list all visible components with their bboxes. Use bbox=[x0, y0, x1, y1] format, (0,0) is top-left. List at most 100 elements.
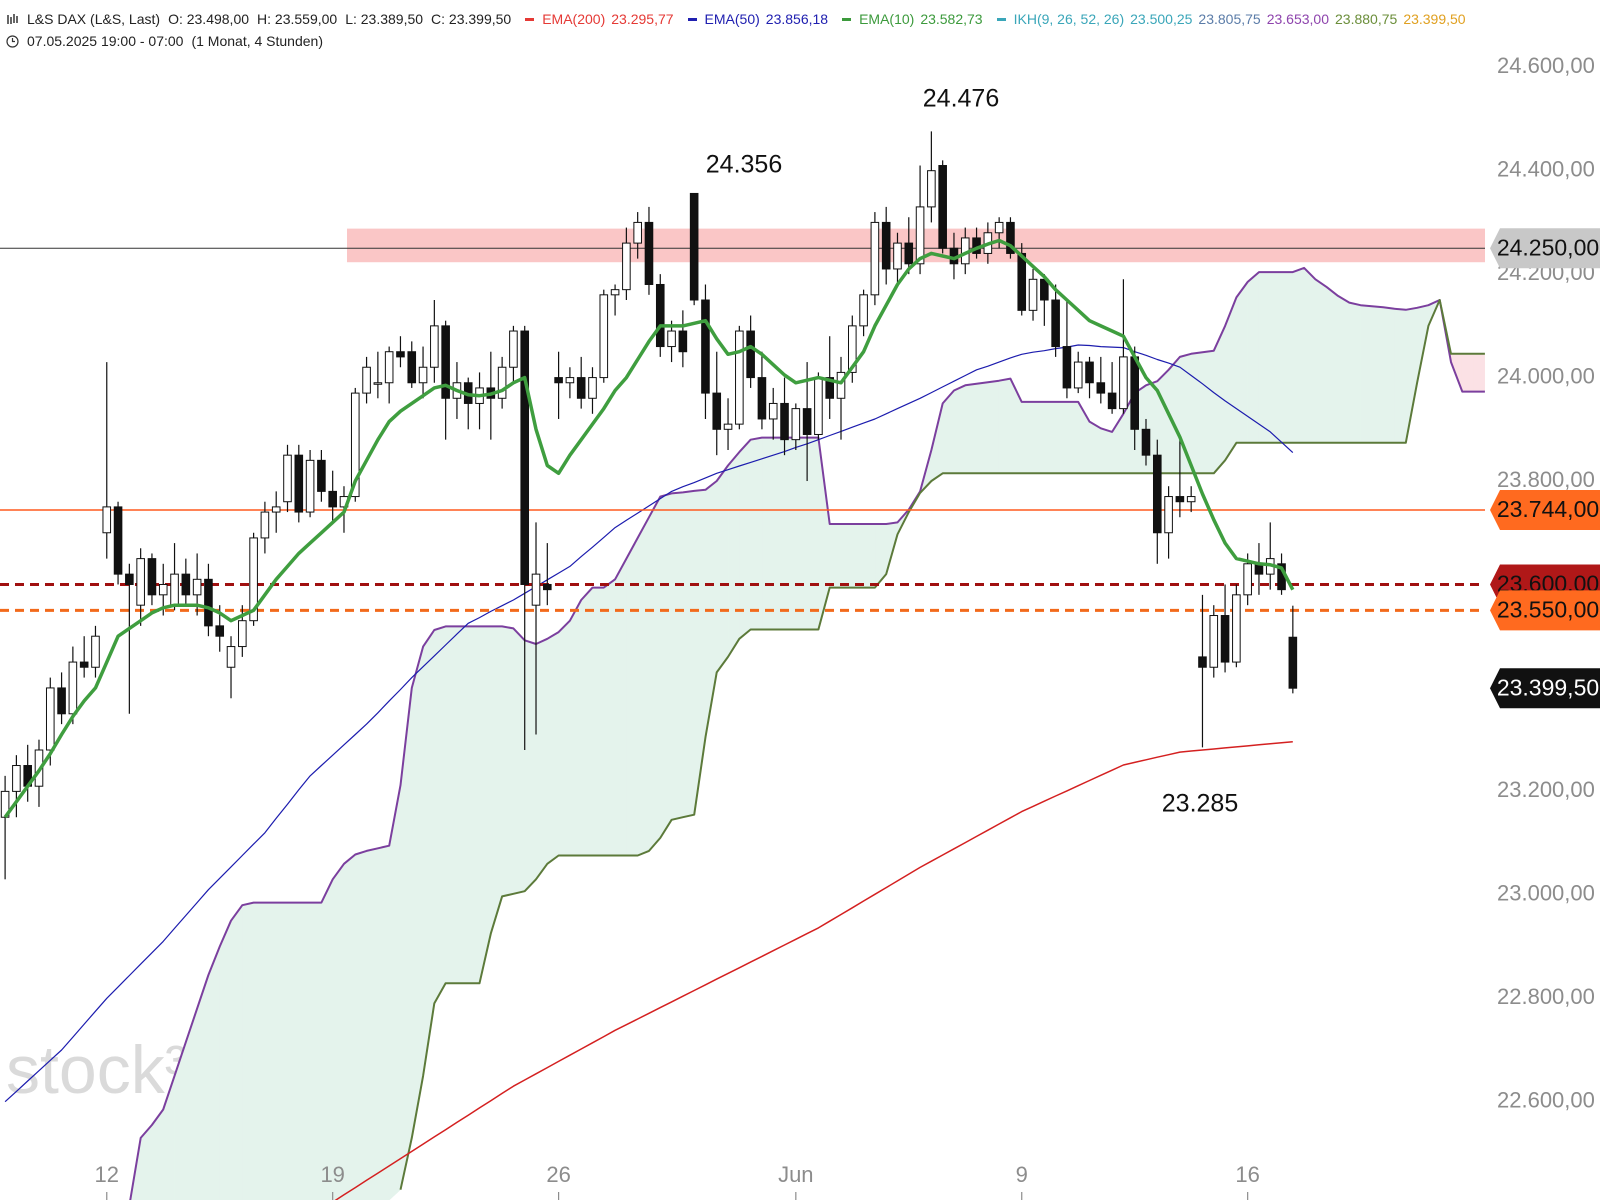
candle-body bbox=[170, 573, 179, 606]
legend-item: EMA(10) 23.582,73 bbox=[842, 8, 983, 30]
candle-body bbox=[12, 765, 21, 792]
candle-body bbox=[994, 221, 1004, 234]
cloud-segment bbox=[230, 904, 243, 1200]
cloud-segment bbox=[637, 517, 650, 856]
candle-body bbox=[204, 578, 213, 627]
candle-body bbox=[622, 242, 631, 291]
candle-body bbox=[430, 325, 439, 368]
cloud-segment bbox=[840, 523, 853, 588]
cloud-segment bbox=[1236, 280, 1248, 444]
legend-item: EMA(200) 23.295,77 bbox=[525, 8, 674, 30]
candle-body bbox=[723, 423, 733, 430]
y-tick-label: 22.800,00 bbox=[1497, 984, 1595, 1009]
candle-body bbox=[271, 506, 281, 513]
candle-body bbox=[554, 377, 563, 384]
ohlc-label: H: 23.559,00 bbox=[257, 11, 338, 27]
candle-body bbox=[1096, 382, 1106, 394]
cloud-segment bbox=[264, 902, 277, 1200]
cloud-segment bbox=[659, 493, 672, 839]
cloud-segment bbox=[1258, 271, 1271, 444]
cloud-segment bbox=[693, 489, 706, 815]
cloud-segment bbox=[513, 627, 526, 895]
cloud-segment bbox=[671, 492, 684, 821]
candle-body bbox=[712, 392, 722, 430]
candle-body bbox=[599, 294, 609, 379]
candle-body bbox=[644, 221, 654, 285]
candle-body bbox=[848, 325, 857, 373]
cloud-segment bbox=[761, 437, 774, 630]
cloud-segment bbox=[242, 902, 254, 1200]
cloud-segment bbox=[1473, 353, 1485, 392]
cloud-segment bbox=[964, 383, 977, 474]
legend-value: 23.500,25 bbox=[1130, 11, 1193, 27]
candle-body bbox=[1164, 496, 1173, 534]
cloud-segment bbox=[648, 496, 661, 852]
cloud-segment bbox=[1405, 307, 1418, 443]
candle-body bbox=[746, 330, 755, 379]
cloud-segment bbox=[614, 558, 627, 856]
cloud-segment bbox=[1303, 267, 1316, 444]
legend-name: EMA(200) bbox=[542, 11, 606, 27]
cloud-segment bbox=[1281, 271, 1294, 444]
candle-body bbox=[283, 454, 292, 503]
candle-body bbox=[1209, 615, 1219, 668]
cloud-segment bbox=[1326, 286, 1339, 444]
annotation: 24.356 bbox=[706, 151, 782, 179]
candle-body bbox=[317, 459, 326, 492]
cloud-segment bbox=[998, 378, 1011, 474]
cloud-segment bbox=[501, 626, 514, 897]
candle-body bbox=[588, 377, 597, 399]
cloud-segment bbox=[467, 626, 480, 984]
level-box-label: 24.250,00 bbox=[1497, 234, 1599, 260]
cloud-segment bbox=[953, 384, 966, 474]
candle-body bbox=[633, 221, 642, 244]
y-tick-label: 23.200,00 bbox=[1497, 777, 1595, 802]
cloud-segment bbox=[1461, 353, 1474, 392]
candle-body bbox=[1130, 356, 1140, 430]
candle-body bbox=[373, 382, 383, 385]
ema-line bbox=[4, 344, 1294, 1103]
candle-body bbox=[384, 351, 394, 384]
cloud-segment bbox=[795, 437, 808, 630]
x-tick-label: Jun bbox=[778, 1162, 813, 1187]
candle-body bbox=[91, 635, 100, 668]
cloud-segment bbox=[772, 437, 785, 630]
candle-body bbox=[305, 459, 315, 513]
x-tick-label: 26 bbox=[546, 1162, 570, 1187]
candle-body bbox=[701, 299, 710, 394]
candle-body bbox=[1107, 392, 1117, 410]
cloud-segment bbox=[569, 599, 582, 856]
candle-body bbox=[836, 371, 846, 399]
candle-body bbox=[1152, 454, 1162, 534]
cloud-segment bbox=[1021, 401, 1034, 474]
candle-body bbox=[418, 366, 428, 384]
x-tick-label: 16 bbox=[1235, 1162, 1259, 1187]
candle-body bbox=[927, 170, 936, 208]
legend-name: EMA(10) bbox=[859, 11, 915, 27]
header: L&S DAX (L&S, Last) O: 23.498,00 H: 23.55… bbox=[6, 8, 1466, 52]
candle-body bbox=[192, 578, 202, 596]
cloud-segment bbox=[309, 902, 322, 1200]
cloud-segment bbox=[366, 847, 379, 1200]
candle-body bbox=[362, 366, 371, 394]
legend-swatch bbox=[687, 17, 697, 21]
candle-body bbox=[441, 325, 450, 399]
candle-body bbox=[667, 330, 676, 348]
candle-body bbox=[814, 377, 823, 435]
level-box-label: 23.744,00 bbox=[1497, 496, 1599, 522]
ohlc-label: C: 23.399,50 bbox=[431, 11, 512, 27]
candle-body bbox=[543, 583, 552, 591]
cloud-segment bbox=[1010, 378, 1023, 474]
cloud-segment bbox=[1032, 401, 1045, 474]
cloud-segment bbox=[784, 437, 797, 630]
cloud-segment bbox=[592, 587, 605, 856]
candle-body bbox=[915, 206, 925, 265]
cloud-segment bbox=[682, 490, 695, 818]
candle-body bbox=[1051, 299, 1060, 348]
candle-body bbox=[102, 506, 112, 534]
annotation: 24.476 bbox=[923, 85, 999, 113]
candle-body bbox=[531, 573, 541, 606]
candle-body bbox=[859, 294, 868, 327]
legend-value: 23.399,50 bbox=[1403, 11, 1466, 27]
